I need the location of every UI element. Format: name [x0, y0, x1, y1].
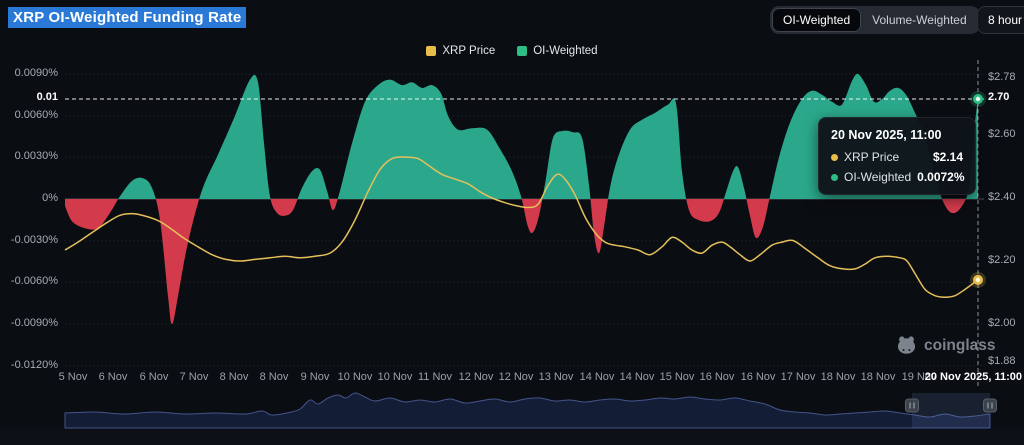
y-axis-label-left: -0.0120% [10, 358, 58, 371]
x-axis-label: 14 Nov [579, 371, 615, 383]
navigator-handle-right[interactable] [983, 398, 997, 413]
xrp-price-last-point [975, 277, 981, 283]
weighting-toggle-group[interactable]: OI-Weighted Volume-Weighted [770, 6, 980, 34]
y-axis-label-left: -0.0030% [10, 233, 58, 246]
legend: XRP Price OI-Weighted [0, 45, 1024, 57]
y-axis-label-right: $2.00 [988, 317, 1016, 329]
x-axis-label: 7 Nov [179, 371, 209, 383]
current-value-label-left: 0.01 [36, 90, 58, 103]
y-axis-label-left: -0.0090% [10, 317, 58, 329]
x-axis-label: 9 Nov [300, 371, 330, 383]
legend-label: OI-Weighted [533, 45, 598, 57]
page-title: XRP OI-Weighted Funding Rate [8, 7, 247, 28]
oi-weighted-last-point [975, 96, 981, 102]
y-axis-label-left: 0.0060% [14, 108, 58, 121]
x-axis-label: 16 Nov [740, 371, 776, 383]
x-axis-label: 14 Nov [619, 371, 655, 383]
xrp-price-swatch [426, 46, 437, 56]
y-axis-label-right: $2.78 [988, 71, 1016, 84]
legend-item-oi-weighted[interactable]: OI-Weighted [517, 45, 598, 57]
navigator-handle-left[interactable] [905, 398, 919, 413]
navigator-track[interactable] [64, 392, 991, 429]
x-axis-label: 5 Nov [58, 371, 88, 383]
x-axis-label: 12 Nov [458, 371, 494, 383]
bottom-strip [0, 428, 1024, 445]
x-axis-label: 11 Nov [417, 371, 453, 383]
x-axis-label: 6 Nov [139, 371, 169, 383]
x-axis-label: 8 Nov [259, 371, 289, 383]
navigator-selection[interactable] [912, 393, 990, 428]
x-axis-label: 17 Nov [780, 371, 816, 383]
x-axis-highlight-label: 20 Nov 2025, 11:00 [924, 371, 1022, 383]
x-axis-label: 10 Nov [337, 371, 373, 383]
y-axis-label-left: 0.0090% [14, 66, 58, 79]
xrp-price-line [64, 156, 979, 298]
x-axis-label: 10 Nov [377, 371, 413, 383]
x-axis-label: 13 Nov [538, 371, 574, 383]
x-axis-label: 12 Nov [498, 371, 534, 383]
funding-area-positive [65, 73, 978, 199]
interval-select[interactable]: 8 hour [977, 6, 1024, 34]
toggle-option-oi-weighted[interactable]: OI-Weighted [772, 8, 862, 32]
legend-label: XRP Price [442, 45, 496, 57]
y-axis-label-right: $1.88 [988, 354, 1016, 367]
x-axis-label: 15 Nov [659, 371, 695, 383]
legend-item-xrp-price[interactable]: XRP Price [426, 45, 495, 57]
x-axis-label: 18 Nov [860, 371, 896, 383]
y-axis-label-right: $2.20 [988, 254, 1016, 266]
x-axis-label: 19 Nov [901, 371, 937, 383]
toggle-option-volume-weighted[interactable]: Volume-Weighted [861, 8, 978, 32]
y-axis-label-left: 0.0030% [14, 150, 58, 163]
x-axis-label: 18 Nov [820, 371, 856, 383]
oi-weighted-swatch [517, 46, 528, 56]
y-axis-label-left: 0% [42, 192, 58, 204]
y-axis-label-left: -0.0060% [10, 275, 58, 288]
x-axis-label: 8 Nov [219, 371, 249, 383]
x-axis-label: 6 Nov [98, 371, 128, 383]
x-axis-label: 16 Nov [699, 371, 735, 383]
current-value-label-right: 2.70 [988, 90, 1010, 103]
y-axis-label-right: $2.60 [988, 128, 1016, 140]
interval-value: 8 hour [988, 13, 1023, 27]
y-axis-label-right: $2.40 [988, 191, 1016, 203]
